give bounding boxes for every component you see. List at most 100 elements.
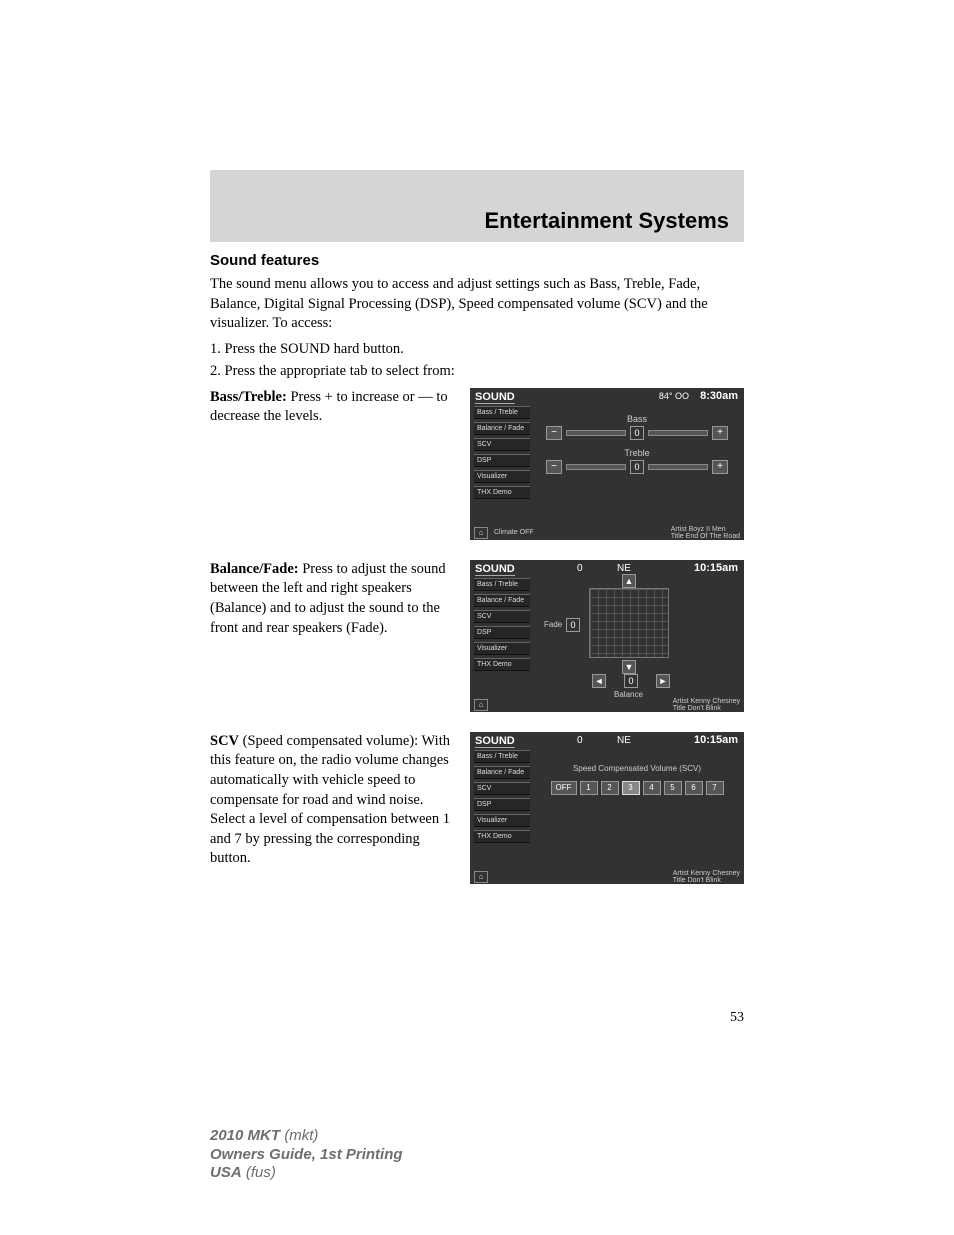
footer-model-code: (mkt) xyxy=(280,1127,318,1144)
tab-balance-fade[interactable]: Balance / Fade xyxy=(474,422,530,435)
header-direction: NE xyxy=(617,563,631,574)
tab-thx-demo[interactable]: THX Demo xyxy=(474,486,530,499)
tab-dsp[interactable]: DSP xyxy=(474,626,530,639)
document-footer: 2010 MKT (mkt) Owners Guide, 1st Printin… xyxy=(210,1127,403,1183)
screen-title: SOUND xyxy=(475,391,515,404)
section-title: Sound features xyxy=(210,252,744,269)
screen-footer: ⌂ Artist Kenny Chesney Title Don't Blink xyxy=(474,871,740,883)
treble-label: Treble xyxy=(534,448,740,458)
tab-dsp[interactable]: DSP xyxy=(474,454,530,467)
status-temp: 84° OO xyxy=(659,391,689,401)
clock: 8:30am xyxy=(700,390,738,402)
scv-level-5-button[interactable]: 5 xyxy=(664,781,682,795)
header-temp: 0 xyxy=(577,735,583,746)
bass-treble-block: Bass/Treble: Press + to increase or — to… xyxy=(210,388,744,540)
step-2: 2. Press the appropriate tab to select f… xyxy=(210,362,744,382)
fade-label: Fade xyxy=(544,620,562,629)
page-number: 53 xyxy=(730,1010,744,1026)
scv-level-2-button[interactable]: 2 xyxy=(601,781,619,795)
bass-track-right[interactable] xyxy=(648,430,708,436)
home-icon[interactable]: ⌂ xyxy=(474,871,488,883)
fade-down-button[interactable]: ▼ xyxy=(622,660,636,674)
tab-thx-demo[interactable]: THX Demo xyxy=(474,830,530,843)
now-playing-artist: Artist Kenny Chesney xyxy=(673,870,740,877)
tab-balance-fade[interactable]: Balance / Fade xyxy=(474,766,530,779)
screen-footer: ⌂ Climate OFF Artist Boyz II Men Title E… xyxy=(474,527,740,539)
balance-fade-grid[interactable] xyxy=(589,588,669,658)
bass-treble-panel: Bass − 0 + Treble − 0 + xyxy=(534,406,740,526)
tab-thx-demo[interactable]: THX Demo xyxy=(474,658,530,671)
tab-scv[interactable]: SCV xyxy=(474,438,530,451)
scv-label: SCV xyxy=(210,733,239,749)
now-playing-title: Title Don't Blink xyxy=(673,877,740,884)
scv-panel: Speed Compensated Volume (SCV) OFF 1 2 3… xyxy=(534,750,740,870)
balance-left-button[interactable]: ◄ xyxy=(592,674,606,688)
balance-fade-block: Balance/Fade: Press to adjust the sound … xyxy=(210,560,744,712)
clock: 10:15am xyxy=(694,734,738,746)
footer-region-code: (fus) xyxy=(242,1164,276,1181)
balance-fade-text: Balance/Fade: Press to adjust the sound … xyxy=(210,560,460,712)
scv-off-button[interactable]: OFF xyxy=(551,781,577,795)
header-banner: Entertainment Systems xyxy=(210,170,744,242)
tab-visualizer[interactable]: Visualizer xyxy=(474,814,530,827)
screen-title: SOUND xyxy=(475,563,515,576)
tab-dsp[interactable]: DSP xyxy=(474,798,530,811)
tab-scv[interactable]: SCV xyxy=(474,782,530,795)
scv-level-1-button[interactable]: 1 xyxy=(580,781,598,795)
tab-bass-treble[interactable]: Bass / Treble xyxy=(474,578,530,591)
treble-value: 0 xyxy=(630,460,644,474)
balance-fade-label: Balance/Fade: xyxy=(210,561,299,577)
now-playing-title: Title Don't Blink xyxy=(673,705,740,712)
screen-footer: ⌂ Artist Kenny Chesney Title Don't Blink xyxy=(474,699,740,711)
treble-track-right[interactable] xyxy=(648,464,708,470)
scv-level-3-button[interactable]: 3 xyxy=(622,781,640,795)
screenshot-bass-treble: SOUND 84° OO 8:30am Bass / Treble Balanc… xyxy=(470,388,744,540)
header-direction: NE xyxy=(617,735,631,746)
now-playing-artist: Artist Kenny Chesney xyxy=(673,698,740,705)
screen-title: SOUND xyxy=(475,735,515,748)
treble-track[interactable] xyxy=(566,464,626,470)
bass-plus-button[interactable]: + xyxy=(712,426,728,440)
treble-minus-button[interactable]: − xyxy=(546,460,562,474)
step-1: 1. Press the SOUND hard button. xyxy=(210,340,744,360)
tab-visualizer[interactable]: Visualizer xyxy=(474,470,530,483)
bass-treble-text: Bass/Treble: Press + to increase or — to… xyxy=(210,388,460,540)
sound-tabs: Bass / Treble Balance / Fade SCV DSP Vis… xyxy=(474,406,530,499)
scv-level-7-button[interactable]: 7 xyxy=(706,781,724,795)
scv-panel-title: Speed Compensated Volume (SCV) xyxy=(534,764,740,773)
fade-up-button[interactable]: ▲ xyxy=(622,574,636,588)
balance-label: Balance xyxy=(614,690,643,699)
tab-bass-treble[interactable]: Bass / Treble xyxy=(474,750,530,763)
balance-value: 0 xyxy=(624,674,638,688)
home-icon[interactable]: ⌂ xyxy=(474,699,488,711)
intro-text: The sound menu allows you to access and … xyxy=(210,275,744,334)
footer-guide: Owners Guide, 1st Printing xyxy=(210,1146,403,1165)
scv-level-row: OFF 1 2 3 4 5 6 7 xyxy=(534,781,740,795)
bass-minus-button[interactable]: − xyxy=(546,426,562,440)
treble-plus-button[interactable]: + xyxy=(712,460,728,474)
sound-tabs: Bass / Treble Balance / Fade SCV DSP Vis… xyxy=(474,750,530,843)
climate-status: Climate OFF xyxy=(494,529,534,536)
screenshot-scv: SOUND 0 NE 10:15am Bass / Treble Balance… xyxy=(470,732,744,884)
scv-level-6-button[interactable]: 6 xyxy=(685,781,703,795)
clock: 10:15am xyxy=(694,562,738,574)
scv-block: SCV (Speed compensated volume): With thi… xyxy=(210,732,744,884)
tab-visualizer[interactable]: Visualizer xyxy=(474,642,530,655)
tab-balance-fade[interactable]: Balance / Fade xyxy=(474,594,530,607)
home-icon[interactable]: ⌂ xyxy=(474,527,488,539)
scv-desc: (Speed compensated volume): With this fe… xyxy=(210,733,450,866)
footer-region: USA xyxy=(210,1164,242,1181)
balance-right-button[interactable]: ► xyxy=(656,674,670,688)
bass-treble-label: Bass/Treble: xyxy=(210,389,287,405)
fade-value: 0 xyxy=(566,618,580,632)
screenshot-balance-fade: SOUND 0 NE 10:15am Bass / Treble Balance… xyxy=(470,560,744,712)
scv-level-4-button[interactable]: 4 xyxy=(643,781,661,795)
tab-scv[interactable]: SCV xyxy=(474,610,530,623)
now-playing-title: Title End Of The Road xyxy=(671,533,740,540)
balance-fade-panel: ▲ ▼ Fade 0 ◄ 0 ► Balance xyxy=(534,578,744,712)
bass-value: 0 xyxy=(630,426,644,440)
tab-bass-treble[interactable]: Bass / Treble xyxy=(474,406,530,419)
chapter-title: Entertainment Systems xyxy=(484,208,729,234)
bass-track[interactable] xyxy=(566,430,626,436)
bass-label: Bass xyxy=(534,414,740,424)
